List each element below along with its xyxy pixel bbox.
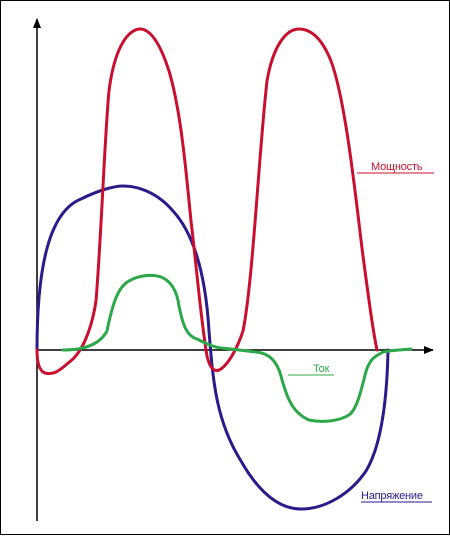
current-label: Ток	[313, 363, 330, 375]
power-curve	[35, 27, 379, 376]
current-curve	[61, 273, 413, 423]
voltage-label: Напряжение	[361, 490, 423, 502]
power-label: Мощность	[371, 161, 423, 173]
voltage-curve	[35, 184, 390, 511]
